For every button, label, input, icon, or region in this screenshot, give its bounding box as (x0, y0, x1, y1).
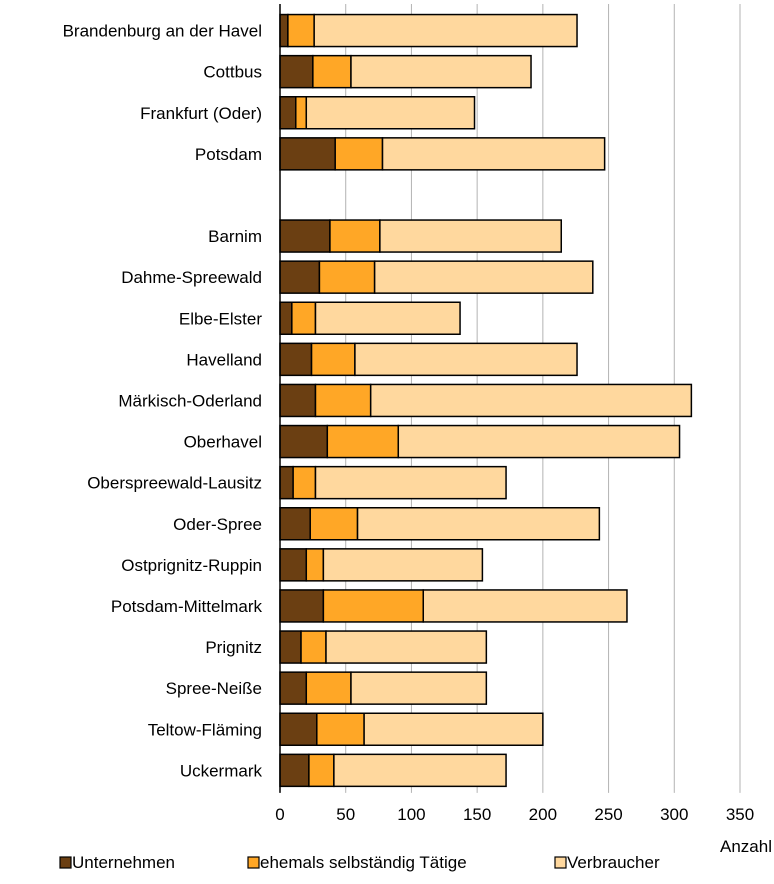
category-label: Potsdam (195, 145, 262, 164)
bar-segment (356, 507, 601, 541)
bar-segment (305, 671, 352, 705)
category-label: Teltow-Fläming (148, 720, 262, 739)
category-label: Havelland (186, 350, 262, 369)
bar-segment (397, 424, 681, 459)
category-label: Spree-Neiße (166, 679, 262, 698)
legend-label: ehemals selbständig Tätige (260, 853, 467, 872)
bar-segment (279, 712, 318, 746)
bar-segment (310, 342, 356, 377)
category-label: Uckermark (180, 761, 263, 780)
bar-segment (363, 712, 544, 746)
legend-swatch (247, 856, 260, 869)
bar-segment (295, 96, 308, 130)
bar-segment (373, 260, 594, 294)
bar-segment (333, 753, 507, 788)
bar-segment (334, 137, 384, 171)
bar-segment (305, 96, 476, 130)
bar-segment (305, 548, 325, 582)
bar-segment (325, 630, 488, 664)
bar-segment (300, 630, 327, 664)
bar-segment (279, 671, 308, 705)
bar-segment (312, 54, 352, 89)
x-tick-label: 150 (463, 805, 491, 824)
bar-segment (279, 301, 293, 335)
bar-segment (308, 753, 335, 788)
legend-label: Verbraucher (567, 853, 660, 872)
x-axis-title: Anzahl (720, 837, 772, 856)
x-tick-label: 350 (726, 805, 754, 824)
bar-segment (279, 424, 329, 459)
bar-segment (326, 424, 400, 459)
category-label: Prignitz (205, 638, 262, 657)
x-tick-labels: 0 50 100 150 200 250 300 350 (275, 805, 754, 824)
x-tick-label: 50 (336, 805, 355, 824)
category-label: Cottbus (203, 63, 262, 82)
bars (279, 13, 693, 788)
bar-segment (279, 13, 289, 48)
category-label: Oberspreewald-Lausitz (87, 474, 262, 493)
bar-segment (279, 96, 297, 130)
bar-segment (318, 260, 376, 294)
bar-segment (329, 219, 381, 253)
x-tick-label: 300 (660, 805, 688, 824)
bar-segment (381, 137, 606, 171)
bar-segment (279, 383, 317, 418)
category-label: Frankfurt (Oder) (140, 104, 262, 123)
bar-segment (354, 342, 578, 377)
bar-segment (316, 712, 365, 746)
bar-segment (279, 219, 331, 253)
bar-segment (279, 753, 310, 788)
bar-segment (322, 589, 425, 623)
bar-segment (279, 342, 313, 377)
x-tick-label: 200 (529, 805, 557, 824)
bar-segment (314, 465, 507, 500)
bar-segment (279, 507, 311, 541)
legend-swatch (554, 856, 567, 869)
bar-segment (279, 589, 325, 623)
x-tick-label: 250 (594, 805, 622, 824)
bar-segment (309, 507, 359, 541)
category-label: Potsdam-Mittelmark (111, 597, 263, 616)
category-label: Barnim (208, 227, 262, 246)
x-tick-label: 0 (275, 805, 284, 824)
bar-segment (313, 13, 578, 48)
bar-segment (350, 671, 488, 705)
bar-segment (422, 589, 628, 623)
category-label: Ostprignitz-Ruppin (121, 556, 262, 575)
legend: Unternehmen ehemals selbständig Tätige Ver… (59, 853, 660, 872)
bar-segment (287, 13, 315, 48)
category-labels: Brandenburg an der Havel Cottbus Frankfurt… (63, 22, 263, 781)
bar-segment (279, 465, 294, 500)
bar-segment (279, 260, 321, 294)
category-label: Brandenburg an der Havel (63, 22, 262, 41)
legend-swatch (59, 856, 72, 869)
x-tick-label: 100 (397, 805, 425, 824)
bar-segment (279, 548, 308, 582)
category-label: Oberhavel (184, 433, 262, 452)
bar-segment (279, 137, 336, 171)
bar-segment (322, 548, 484, 582)
bar-segment (314, 301, 461, 335)
category-label: Elbe-Elster (179, 309, 262, 328)
bar-segment (350, 54, 532, 89)
bar-segment (292, 465, 317, 500)
bar-segment (379, 219, 563, 253)
legend-label: Unternehmen (72, 853, 175, 872)
bar-segment (279, 54, 314, 89)
category-label: Dahme-Spreewald (121, 268, 262, 287)
bar-segment (279, 630, 302, 664)
bar-segment (314, 383, 372, 418)
bar-segment (291, 301, 317, 335)
category-label: Oder-Spree (173, 515, 262, 534)
category-label: Märkisch-Oderland (118, 391, 262, 410)
bar-segment (369, 383, 693, 418)
